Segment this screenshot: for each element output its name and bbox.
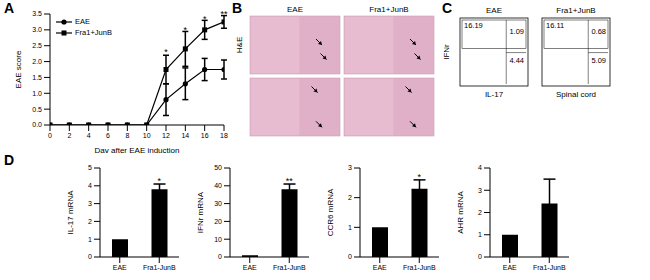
svg-text:*: * [203, 14, 207, 24]
svg-text:*: * [157, 176, 161, 186]
svg-text:EAE score: EAE score [14, 50, 23, 88]
html-text:EAE: EAE [75, 17, 90, 26]
svg-text:1: 1 [88, 236, 92, 243]
svg-text:1.0: 1.0 [32, 90, 42, 97]
svg-text:6: 6 [106, 132, 110, 139]
svg-text:2.0: 2.0 [32, 58, 42, 65]
svg-text:Fra1+JunB: Fra1+JunB [369, 5, 408, 14]
svg-text:5.09: 5.09 [591, 56, 606, 65]
svg-text:1.09: 1.09 [509, 27, 524, 36]
svg-text:12: 12 [162, 132, 170, 139]
svg-text:0.5: 0.5 [32, 106, 42, 113]
svg-text:10: 10 [143, 132, 151, 139]
svg-text:16.11: 16.11 [546, 21, 564, 30]
svg-text:EAE: EAE [503, 264, 517, 271]
svg-text:0: 0 [348, 253, 352, 260]
svg-text:1.5: 1.5 [32, 74, 42, 81]
svg-text:20: 20 [214, 218, 222, 225]
svg-text:CCR6 mRNA: CCR6 mRNA [326, 188, 335, 236]
html-text:D: D [4, 152, 15, 168]
svg-text:16: 16 [201, 132, 209, 139]
svg-text:IL-17: IL-17 [485, 90, 504, 99]
svg-text:EAE: EAE [287, 5, 303, 14]
html-text:C: C [442, 0, 453, 16]
svg-text:*: * [184, 25, 188, 35]
svg-text:H&E: H&E [235, 37, 244, 53]
svg-text:3.5: 3.5 [32, 10, 42, 17]
svg-text:3: 3 [478, 187, 482, 194]
svg-text:EAE: EAE [373, 264, 387, 271]
svg-text:3: 3 [88, 200, 92, 207]
svg-text:3: 3 [348, 164, 352, 171]
svg-text:Fra1+JunB: Fra1+JunB [556, 6, 595, 15]
svg-text:0.68: 0.68 [591, 27, 606, 36]
svg-text:4: 4 [87, 132, 91, 139]
svg-text:EAE: EAE [243, 264, 257, 271]
svg-text:5: 5 [88, 164, 92, 171]
svg-text:IFNr: IFNr [442, 44, 451, 60]
html-text:A: A [4, 0, 15, 16]
svg-text:2: 2 [478, 209, 482, 216]
svg-text:2: 2 [67, 132, 71, 139]
svg-text:Fra1-JunB: Fra1-JunB [403, 264, 436, 271]
svg-text:40: 40 [214, 182, 222, 189]
svg-text:0: 0 [88, 253, 92, 260]
svg-text:**: ** [220, 9, 228, 19]
svg-text:IL-17 mRNA: IL-17 mRNA [66, 190, 75, 235]
svg-text:**: ** [286, 176, 294, 186]
svg-text:14: 14 [181, 132, 189, 139]
svg-text:4: 4 [88, 182, 92, 189]
svg-text:*: * [164, 47, 168, 57]
svg-text:10: 10 [214, 236, 222, 243]
svg-text:EAE: EAE [486, 6, 502, 15]
html-text:Fra1+JunB: Fra1+JunB [75, 28, 112, 37]
svg-text:2.5: 2.5 [32, 42, 42, 49]
svg-text:16.19: 16.19 [464, 21, 483, 30]
svg-text:Fra1-JunB: Fra1-JunB [143, 264, 176, 271]
svg-text:*: * [417, 172, 421, 182]
svg-text:2: 2 [88, 218, 92, 225]
svg-text:0.0: 0.0 [32, 121, 42, 128]
svg-text:AHR mRNA: AHR mRNA [456, 191, 465, 234]
svg-text:0: 0 [478, 253, 482, 260]
svg-text:1: 1 [478, 231, 482, 238]
svg-text:1: 1 [348, 224, 352, 231]
svg-text:Day after EAE induction: Day after EAE induction [95, 146, 180, 153]
svg-text:2: 2 [348, 194, 352, 201]
svg-text:8: 8 [125, 132, 129, 139]
svg-text:Fra1-JunB: Fra1-JunB [273, 264, 306, 271]
svg-text:EAE: EAE [113, 264, 127, 271]
svg-text:4: 4 [478, 164, 482, 171]
svg-text:4.44: 4.44 [509, 56, 524, 65]
svg-text:Fra1-JunB: Fra1-JunB [533, 264, 566, 271]
svg-text:0: 0 [218, 253, 222, 260]
svg-text:IFNr mRNA: IFNr mRNA [196, 191, 205, 233]
svg-text:50: 50 [214, 164, 222, 171]
svg-text:30: 30 [214, 200, 222, 207]
html-text:B: B [232, 0, 243, 16]
svg-text:3.0: 3.0 [32, 26, 42, 33]
svg-text:Spinal cord: Spinal cord [556, 90, 596, 99]
svg-text:18: 18 [220, 132, 228, 139]
svg-text:0: 0 [48, 132, 52, 139]
